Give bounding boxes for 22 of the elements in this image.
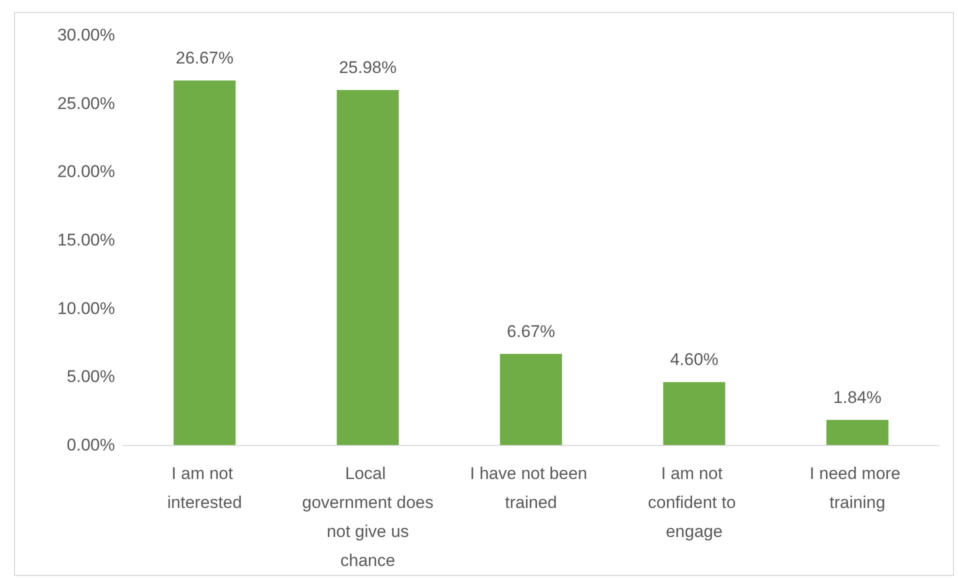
x-tick-label: I am not confident to engage: [648, 464, 741, 541]
y-tick-label: 30.00%: [57, 26, 115, 44]
bar: [500, 354, 562, 445]
x-tick-label: I am not interested: [167, 464, 242, 512]
bar: [174, 80, 236, 445]
bar: [663, 382, 726, 445]
bar: [336, 90, 399, 445]
y-tick-label: 5.00%: [66, 367, 115, 386]
data-label: 26.67%: [176, 48, 234, 68]
y-tick-label: 15.00%: [57, 230, 115, 250]
y-tick-label: 0.00%: [66, 436, 115, 454]
data-label: 1.84%: [833, 388, 882, 407]
y-tick-label: 25.00%: [57, 94, 115, 113]
data-label: 4.60%: [670, 350, 718, 370]
y-tick-label: 10.00%: [57, 298, 115, 318]
y-tick-label: 20.00%: [57, 162, 115, 182]
x-tick-label: I have not been trained: [470, 464, 592, 512]
data-label: 6.67%: [506, 322, 556, 341]
bar: [826, 420, 888, 445]
x-tick-label: I need more training: [810, 464, 906, 512]
x-tick-label: Local government does not give us chance: [302, 464, 434, 570]
data-label: 25.98%: [338, 58, 397, 77]
